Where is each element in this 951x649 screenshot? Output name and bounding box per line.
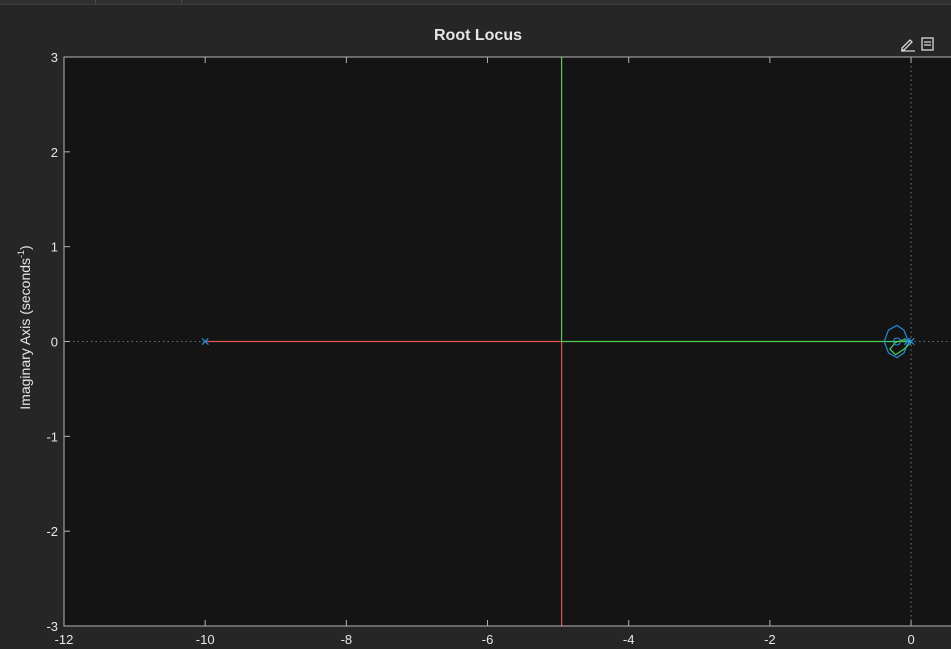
x-tick-label: -8: [341, 632, 353, 647]
x-tick-label: -12: [55, 632, 74, 647]
axes-toolbar: [899, 36, 937, 52]
figure-tab-strip: [0, 0, 951, 5]
locus-branch-2: [560, 57, 912, 343]
y-axis-label-text: Imaginary Axis (seconds: [17, 258, 33, 410]
locus-branch-4: [889, 339, 912, 356]
zero-marker-1: [892, 337, 901, 346]
figure-tab-1[interactable]: [0, 0, 96, 4]
x-tick-label: -4: [623, 632, 635, 647]
x-tick-label: -6: [482, 632, 494, 647]
pole-stroke: [907, 337, 915, 346]
locus-branches: [205, 57, 912, 626]
y-tick-label: 2: [51, 145, 58, 160]
pole-stroke: [201, 337, 209, 346]
y-tick-label: -2: [46, 524, 58, 539]
pole-zero-markers: [201, 337, 915, 346]
y-tick-label: 3: [51, 50, 58, 65]
locus-branch-3: [883, 324, 909, 359]
y-tick-label: 0: [51, 335, 58, 350]
pole-marker-3: [907, 337, 915, 346]
x-tick-label: -2: [764, 632, 776, 647]
x-tick-label: -10: [196, 632, 215, 647]
edit-plot-icon[interactable]: [899, 36, 917, 52]
figure-tab-2[interactable]: [96, 0, 182, 4]
y-tick-label: -3: [46, 619, 58, 634]
data-cursor-icon[interactable]: [919, 36, 937, 52]
y-axis-label-suffix: ): [17, 245, 33, 250]
y-tick-label: 1: [51, 240, 58, 255]
y-axis-label: Imaginary Axis (seconds-1): [16, 245, 33, 409]
x-tick-label: 0: [907, 632, 914, 647]
y-axis-label-superscript: -1: [16, 250, 26, 258]
y-tick-label: -1: [46, 429, 58, 444]
pole-marker-1: [201, 337, 209, 346]
chart-title: Root Locus: [434, 27, 522, 44]
